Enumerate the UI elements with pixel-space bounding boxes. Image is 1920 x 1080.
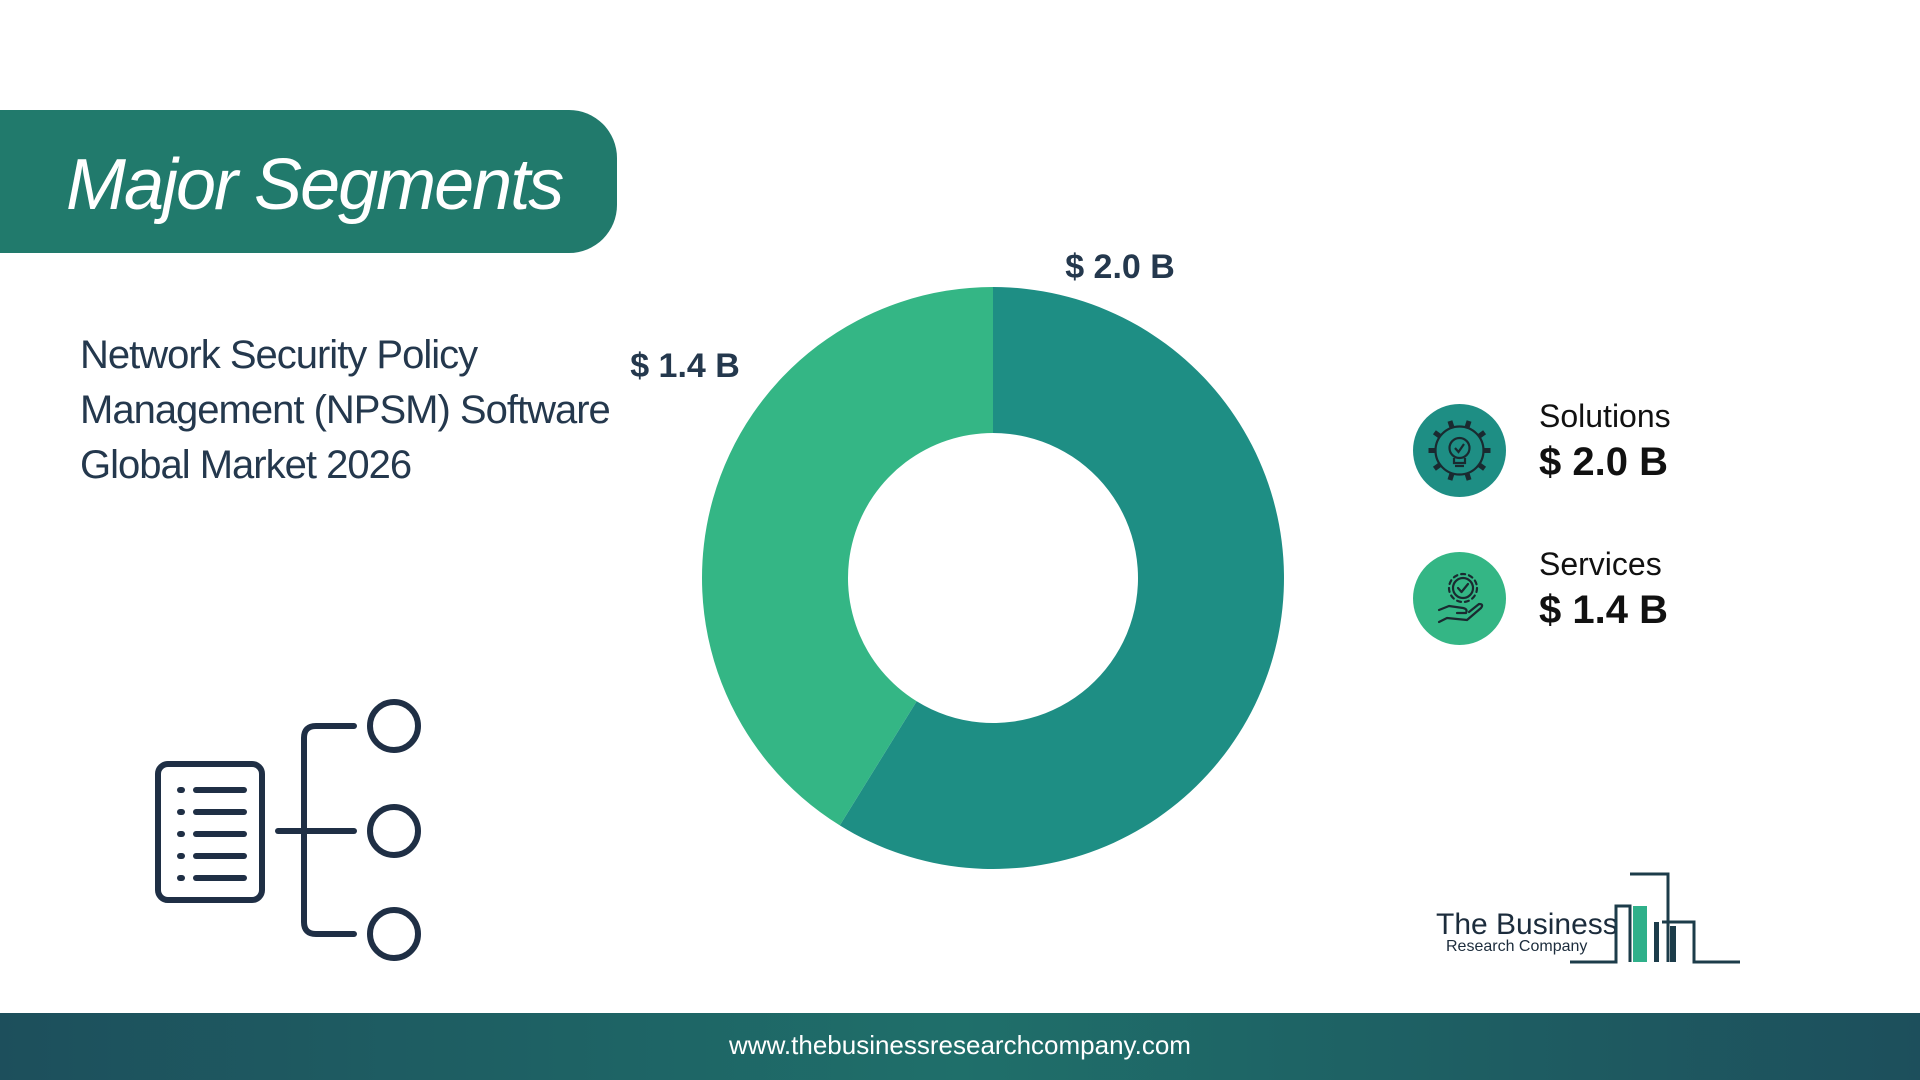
legend-value-solutions: $ 2.0 B: [1539, 440, 1668, 484]
legend-item-services: Services $ 1.4 B: [1413, 546, 1813, 652]
legend-label-services: Services: [1539, 546, 1662, 582]
donut-chart: $ 2.0 B $ 1.4 B: [630, 248, 1284, 869]
company-logo: The Business Research Company: [1430, 870, 1750, 970]
hand-gear-icon: [1437, 572, 1484, 624]
legend-swatch-services: [1413, 552, 1506, 645]
donut-slice-services: [702, 287, 993, 826]
page-title: Major Segments: [66, 145, 564, 225]
buildings-logo-icon: [1570, 872, 1740, 964]
document-hierarchy-icon: [155, 699, 421, 961]
legend-swatch-solutions: [1413, 404, 1506, 497]
title-banner: Major Segments: [0, 110, 617, 253]
logo-tagline: Research Company: [1446, 938, 1588, 955]
report-subtitle: Network Security Policy Management (NPSM…: [80, 333, 611, 487]
footer-bar: www.thebusinessresearchcompany.com: [0, 1013, 1920, 1080]
legend-value-services: $ 1.4 B: [1539, 588, 1668, 632]
website-url[interactable]: www.thebusinessresearchcompany.com: [729, 1030, 1191, 1060]
donut-slice-solutions: [839, 287, 1284, 869]
logo-name: The Business: [1436, 908, 1618, 941]
data-label-solutions: $ 2.0 B: [1065, 248, 1175, 286]
data-label-services: $ 1.4 B: [630, 347, 740, 385]
legend-label-solutions: Solutions: [1539, 398, 1671, 434]
gear-lightbulb-icon: [1428, 420, 1491, 481]
legend-item-solutions: Solutions $ 2.0 B: [1413, 398, 1813, 504]
